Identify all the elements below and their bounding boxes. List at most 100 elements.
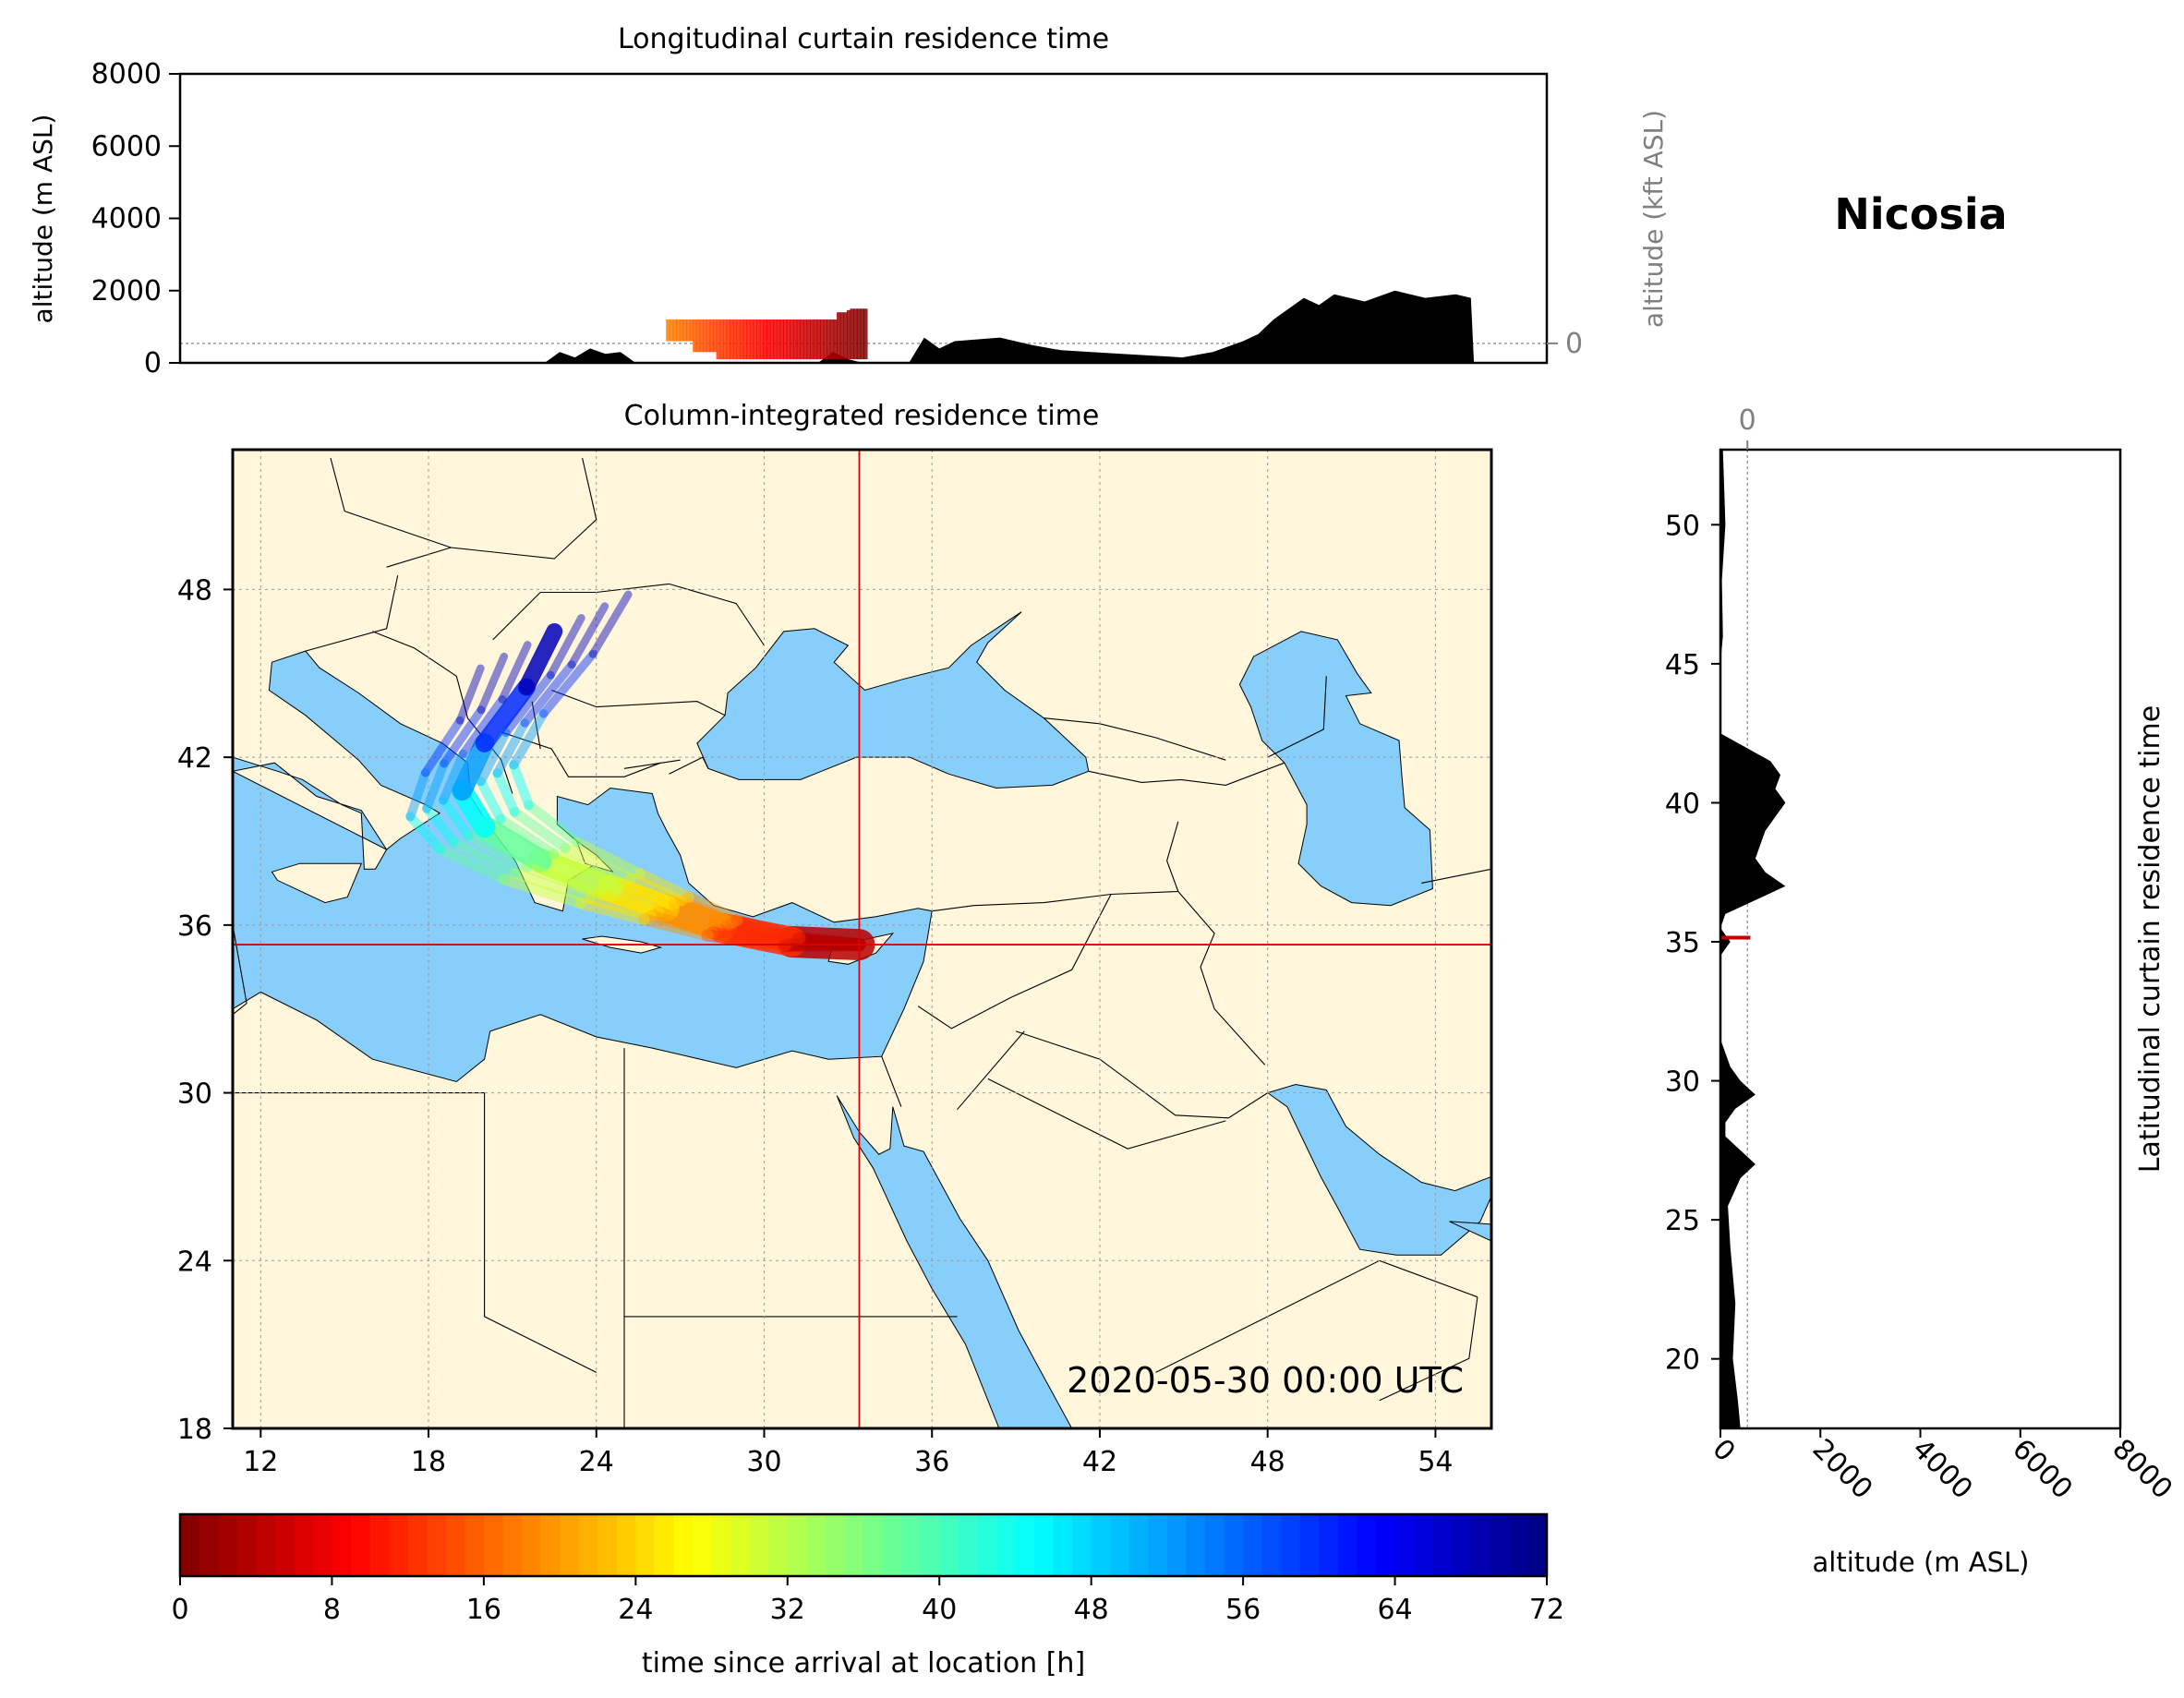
right-y-tick-label: 20 [1665, 1344, 1700, 1377]
top-plume-bar [703, 319, 707, 353]
top-plume-bar [783, 319, 788, 360]
plume-trajectory-segment [495, 813, 560, 860]
map-x-tick-label: 30 [746, 1446, 781, 1478]
island [160, 785, 199, 841]
map-y-tick-label: 24 [177, 1246, 212, 1278]
right-y-tick-label: 40 [1665, 788, 1700, 820]
plume-trajectory-segment [498, 641, 532, 704]
top-plume-bar [823, 319, 828, 360]
colorbar-step [597, 1514, 618, 1576]
top-left-tick-label: 6000 [91, 130, 162, 163]
colorbar-tick-label: 0 [171, 1594, 188, 1626]
plume-trajectory-segment [615, 877, 681, 910]
plume-trajectory-segment [546, 614, 585, 680]
colorbar-tick-label: 48 [1074, 1594, 1109, 1626]
top-plume-bar [746, 319, 751, 360]
right-y-tick-label: 30 [1665, 1066, 1700, 1099]
colorbar-step [711, 1514, 731, 1576]
plume-trajectory-segment [574, 897, 650, 925]
top-plume-bar [850, 308, 855, 360]
plume-trajectory-segment [538, 649, 597, 718]
colorbar-step [673, 1514, 694, 1576]
top-plume-bar [699, 319, 705, 353]
country-border [372, 631, 513, 794]
colorbar-step [1110, 1514, 1130, 1576]
top-left-tick-label: 2000 [91, 275, 162, 307]
column-integrated-map-panel: Column-integrated residence time 12 18 24 3… [160, 400, 1493, 1478]
colorbar-ticks: 0 8 16 24 32 40 48 56 64 72 [171, 1576, 1564, 1626]
top-plume-bar [792, 319, 798, 360]
country-border [1379, 1296, 1478, 1402]
country-border [531, 701, 541, 750]
sea-area [233, 650, 933, 1083]
colorbar-step [180, 1514, 200, 1576]
colorbar-step [882, 1514, 902, 1576]
top-plume-bar [816, 319, 821, 360]
sea-area [696, 611, 1090, 789]
map-y-tick-label: 18 [177, 1414, 212, 1446]
plume-trajectory-segment [527, 848, 623, 901]
top-plume-bar [685, 319, 691, 342]
colorbar-step [901, 1514, 922, 1576]
plume-trajectory-segment [463, 830, 533, 873]
right-y-tick-label: 35 [1665, 927, 1700, 959]
country-border [492, 583, 670, 641]
top-plume-bar [756, 319, 761, 360]
plume-trajectory-segment [548, 849, 627, 889]
plume-trajectory-segment [509, 760, 534, 811]
top-plume-bar [712, 319, 718, 353]
country-border [1088, 762, 1285, 786]
colorbar-step [218, 1514, 238, 1576]
top-plume-bar [709, 319, 714, 353]
colorbar-step [1015, 1514, 1035, 1576]
colorbar-step [1224, 1514, 1244, 1576]
top-plume-bar [726, 319, 731, 360]
colorbar-step [1319, 1514, 1339, 1576]
plume-trajectory-segment [567, 602, 609, 669]
colorbar-step [502, 1514, 523, 1576]
top-plume-bar [689, 319, 694, 342]
colorbar-tick-label: 72 [1529, 1594, 1564, 1626]
plume-trajectory-segment [584, 893, 658, 921]
colorbar-step [806, 1514, 827, 1576]
top-plume-bar [695, 319, 701, 353]
top-plume-bar [843, 312, 848, 360]
island [271, 862, 363, 904]
top-plume-bar [693, 319, 697, 353]
colorbar-step [540, 1514, 561, 1576]
country-border [932, 890, 1178, 912]
plume-trajectory-segment [435, 844, 509, 885]
colorbar-step [1432, 1514, 1453, 1576]
plume-trajectory-segment [730, 914, 806, 945]
plume-trajectory-segment [455, 664, 485, 725]
colorbar-step [199, 1514, 219, 1576]
release-location-crosshair [233, 450, 1491, 1428]
colorbar-step [369, 1514, 390, 1576]
colorbar-step [749, 1514, 769, 1576]
colorbar-step [825, 1514, 846, 1576]
plume-trajectory-segment [710, 924, 796, 950]
country-border [1015, 1030, 1268, 1119]
map-x-tick-label: 12 [243, 1446, 278, 1478]
plume-trajectory-segment [509, 807, 571, 854]
plume-trajectory-segment [726, 916, 803, 946]
plume-trajectory-segment [668, 897, 734, 932]
top-plume-bar [802, 319, 808, 360]
map-x-tick-label: 36 [914, 1446, 949, 1478]
country-border [1166, 821, 1179, 892]
right-xlabel: altitude (m ASL) [1813, 1547, 2030, 1578]
map-y-tick-label: 42 [177, 742, 212, 775]
longitudinal-curtain-panel: Longitudinal curtain residence time 0 200… [28, 23, 1669, 379]
top-left-tick-label: 8000 [91, 58, 162, 90]
top-plume-bar [776, 319, 781, 360]
plume-trajectory-segment [633, 868, 694, 903]
right-x-tick-label: 2000 [1806, 1433, 1879, 1506]
right-y-tick-label: 25 [1665, 1205, 1700, 1237]
colorbar-step [1186, 1514, 1206, 1576]
map-x-tick-label: 54 [1418, 1446, 1453, 1478]
colorbar-step [445, 1514, 465, 1576]
colorbar-step [1148, 1514, 1168, 1576]
top-plume-bar [749, 319, 754, 360]
plume-trajectory-segment [721, 919, 802, 947]
